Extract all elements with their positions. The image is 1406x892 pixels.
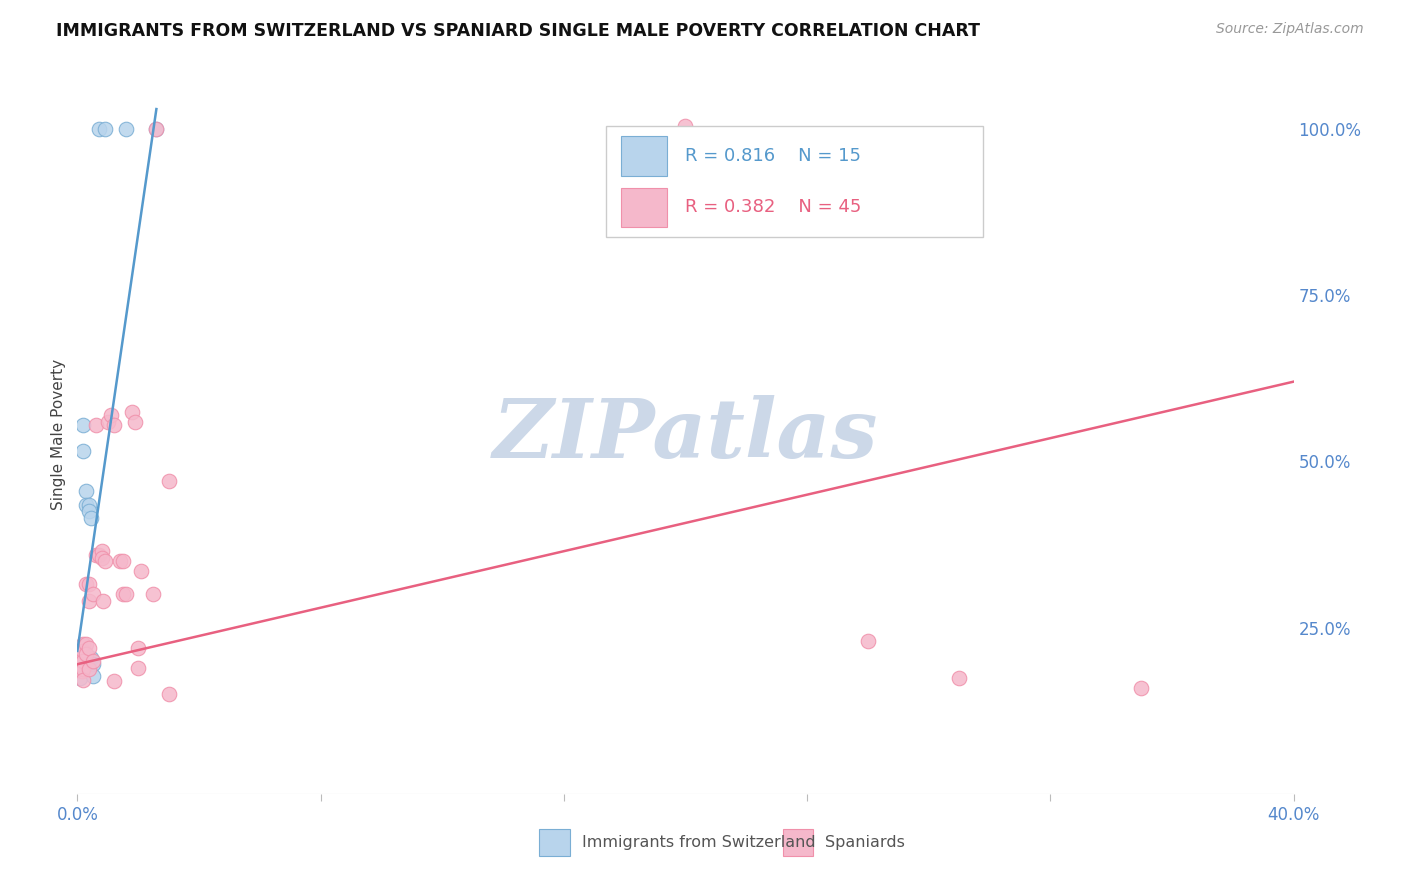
Point (103, 673, 125, 688)
Point (75, 637, 97, 651)
Point (142, 587, 165, 601)
Point (80, 511, 103, 525)
Point (72, 417, 94, 432)
Point (108, 554, 131, 568)
Point (72, 662, 94, 676)
Point (75, 647, 97, 661)
Point (127, 640, 149, 655)
Point (100, 408, 122, 422)
Text: Source: ZipAtlas.com: Source: ZipAtlas.com (1216, 22, 1364, 37)
Point (72, 644, 94, 658)
Point (79, 662, 101, 676)
Point (82, 668, 104, 682)
Point (124, 415, 146, 429)
Point (157, 687, 180, 701)
FancyBboxPatch shape (606, 126, 983, 237)
Point (79, 640, 101, 655)
Point (75, 577, 97, 591)
Point (84, 548, 107, 562)
Point (84, 417, 107, 432)
Point (111, 554, 134, 568)
Text: R = 0.382    N = 45: R = 0.382 N = 45 (686, 198, 862, 217)
Y-axis label: Single Male Poverty: Single Male Poverty (51, 359, 66, 510)
Point (79, 504, 101, 518)
Point (69, 650, 91, 665)
Point (103, 417, 125, 432)
Bar (621, 187, 668, 227)
Point (82, 587, 104, 601)
Point (87, 548, 110, 562)
Point (69, 671, 91, 685)
Point (90, 544, 112, 558)
Text: IMMIGRANTS FROM SWITZERLAND VS SPANIARD SINGLE MALE POVERTY CORRELATION CHART: IMMIGRANTS FROM SWITZERLAND VS SPANIARD … (56, 22, 980, 40)
Point (157, 475, 180, 489)
Point (121, 404, 143, 418)
Point (70, 664, 93, 678)
Point (69, 657, 91, 672)
Point (111, 587, 134, 601)
Bar (783, 829, 813, 856)
Point (97, 415, 120, 429)
Point (91, 594, 114, 608)
Point (75, 484, 97, 499)
Point (82, 654, 104, 668)
Point (1130, 681, 1153, 695)
Point (79, 577, 101, 591)
Point (115, 122, 138, 136)
Point (79, 594, 101, 608)
Point (856, 634, 879, 648)
Point (80, 650, 103, 665)
Bar (621, 136, 668, 176)
Point (115, 587, 138, 601)
Text: R = 0.816    N = 15: R = 0.816 N = 15 (686, 147, 862, 165)
Point (90, 550, 112, 565)
Point (72, 654, 94, 668)
Point (75, 498, 97, 512)
Point (948, 671, 970, 685)
Point (145, 122, 167, 136)
Point (675, 119, 697, 133)
Text: ZIPatlas: ZIPatlas (492, 395, 879, 475)
Point (93, 122, 115, 136)
Point (72, 444, 94, 458)
Point (72, 673, 94, 687)
Point (145, 122, 167, 136)
Point (82, 657, 104, 672)
Point (129, 564, 152, 578)
Text: Immigrants from Switzerland: Immigrants from Switzerland (582, 835, 815, 850)
Point (93, 554, 115, 568)
Point (127, 660, 149, 674)
Point (79, 498, 101, 512)
Bar (540, 829, 569, 856)
Point (87, 122, 110, 136)
Point (72, 637, 94, 651)
Text: Spaniards: Spaniards (825, 835, 905, 850)
